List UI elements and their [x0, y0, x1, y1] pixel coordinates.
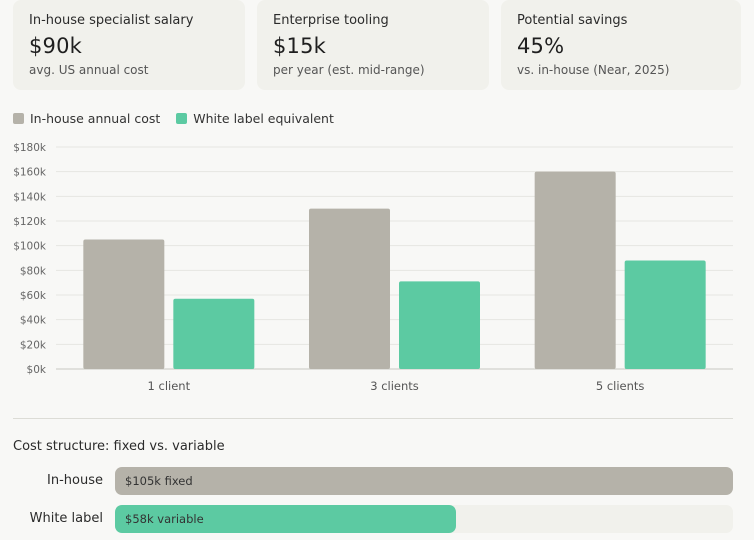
y-tick-label: $0k	[27, 364, 47, 376]
cost-bar-text: $58k variable	[125, 512, 204, 526]
kpi-sub: avg. US annual cost	[29, 63, 149, 77]
x-tick-label: 3 clients	[370, 379, 419, 393]
cost-bar-white-label: $58k variable	[115, 505, 457, 533]
chart-legend: In-house annual cost White label equival…	[13, 111, 334, 126]
cost-row-white-label: White label $58k variable	[0, 505, 754, 533]
legend-label: In-house annual cost	[30, 111, 161, 126]
bar-chart: $0k $20k $40k $60k $80k $100k $120k $140k $160k $…	[13, 142, 733, 393]
kpi-value: $90k	[29, 34, 83, 58]
cost-bar-track: $105k fixed	[115, 467, 733, 495]
kpi-card-savings: Potential savings 45% vs. in-house (Near…	[501, 0, 741, 90]
cost-bar-track: $58k variable	[115, 505, 733, 533]
kpi-label: In-house specialist salary	[29, 13, 194, 28]
legend-label: White label equivalent	[193, 111, 334, 126]
legend-swatch-white-label	[176, 113, 188, 124]
y-tick-label: $120k	[13, 216, 47, 228]
legend-item-white-label: White label equivalent	[176, 111, 334, 126]
kpi-value: $15k	[273, 34, 327, 58]
kpi-sub: vs. in-house (Near, 2025)	[517, 63, 670, 77]
bar-in-house	[309, 208, 390, 369]
y-tick-label: $20k	[20, 339, 47, 351]
cost-row-label: White label	[29, 511, 103, 526]
cost-row-in-house: In-house $105k fixed	[0, 467, 754, 495]
bar-white-label	[173, 298, 255, 369]
kpi-card-tooling: Enterprise tooling $15k per year (est. m…	[257, 0, 489, 90]
cost-bar-in-house: $105k fixed	[115, 467, 733, 495]
y-tick-label: $100k	[13, 241, 47, 253]
bar-in-house	[534, 171, 616, 369]
bar-in-house	[83, 239, 165, 369]
y-tick-label: $140k	[13, 191, 47, 203]
section-divider	[13, 418, 733, 419]
y-tick-label: $80k	[20, 265, 47, 277]
y-tick-label: $40k	[20, 315, 47, 327]
cost-structure-title: Cost structure: fixed vs. variable	[13, 439, 225, 454]
x-tick-label: 5 clients	[596, 379, 645, 393]
kpi-label: Enterprise tooling	[273, 13, 389, 28]
bar-white-label	[399, 281, 480, 369]
y-tick-label: $160k	[13, 167, 47, 179]
y-tick-label: $180k	[13, 142, 47, 154]
legend-item-in-house: In-house annual cost	[13, 111, 160, 126]
legend-swatch-in-house	[13, 113, 24, 124]
cost-bar-text: $105k fixed	[125, 474, 193, 488]
kpi-sub: per year (est. mid-range)	[273, 63, 425, 77]
bar-white-label	[624, 260, 706, 369]
kpi-card-salary: In-house specialist salary $90k avg. US …	[13, 0, 245, 90]
kpi-value: 45%	[517, 34, 565, 58]
cost-row-label: In-house	[47, 473, 103, 488]
kpi-label: Potential savings	[517, 13, 628, 28]
y-tick-label: $60k	[20, 290, 47, 302]
x-tick-label: 1 client	[148, 379, 191, 393]
